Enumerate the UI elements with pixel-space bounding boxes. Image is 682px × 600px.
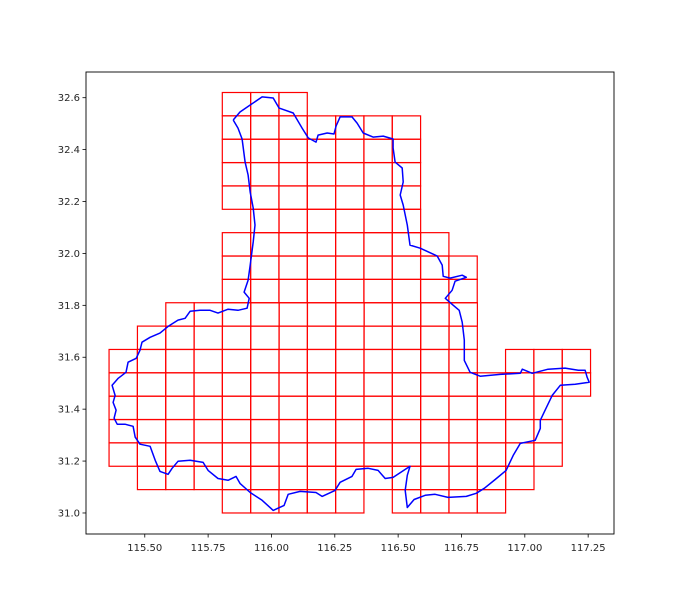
x-tick-label: 116.25 [317, 543, 352, 554]
y-tick-label: 31.0 [58, 508, 80, 519]
x-tick-label: 116.75 [444, 543, 479, 554]
y-tick-label: 32.6 [58, 93, 80, 104]
grid-cells [108, 91, 592, 514]
x-tick-label: 115.50 [127, 543, 162, 554]
y-tick-label: 31.6 [58, 353, 80, 364]
y-tick-label: 31.2 [58, 457, 80, 468]
x-tick-label: 115.75 [191, 543, 226, 554]
x-tick-label: 116.00 [254, 543, 289, 554]
y-tick-label: 32.4 [58, 145, 80, 156]
grid-cell [391, 115, 422, 140]
x-tick-label: 116.50 [381, 543, 416, 554]
axes-frame [85, 71, 615, 535]
boundary-line [111, 96, 590, 512]
grid-cell [561, 348, 592, 374]
y-tick-label: 32.0 [58, 249, 80, 260]
grid-cell [448, 255, 478, 280]
x-tick-label: 117.25 [571, 543, 606, 554]
grid-cell [278, 91, 308, 117]
x-tick-label: 117.00 [507, 543, 542, 554]
y-tick-label: 31.8 [58, 301, 80, 312]
y-tick-label: 31.4 [58, 405, 80, 416]
y-axis: 31.0 31.2 31.4 31.6 31.8 32.0 32.2 32.4 32.6 [58, 93, 86, 519]
grid-cell [419, 232, 450, 257]
y-tick-label: 32.2 [58, 197, 80, 208]
x-axis: 115.50 115.75 116.00 116.25 116.50 116.75 117.… [127, 534, 606, 554]
